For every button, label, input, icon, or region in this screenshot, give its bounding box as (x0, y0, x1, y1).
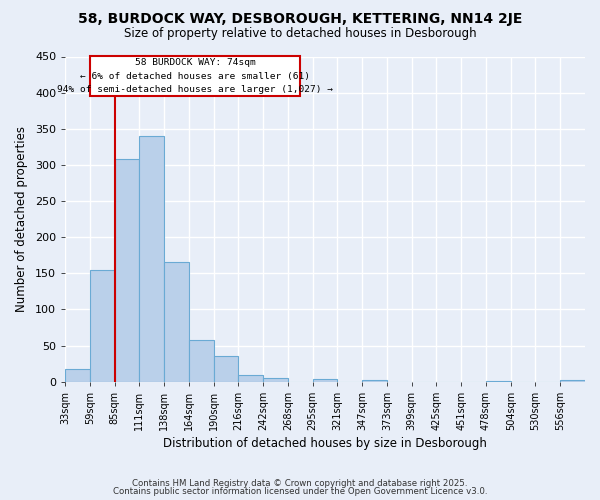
Bar (362, 380, 387, 382)
Bar (238, 375, 263, 382)
Text: Contains HM Land Registry data © Crown copyright and database right 2025.: Contains HM Land Registry data © Crown c… (132, 478, 468, 488)
Bar (313, 380, 337, 382)
Bar (560, 380, 585, 382)
Bar (90, 270, 115, 382)
Bar (189, 340, 214, 382)
Bar (164, 262, 189, 382)
Text: Size of property relative to detached houses in Desborough: Size of property relative to detached ho… (124, 28, 476, 40)
Bar (263, 378, 288, 382)
Bar (90, 56, 300, 96)
Bar (486, 381, 511, 382)
Bar (115, 159, 139, 382)
Text: 58 BURDOCK WAY: 74sqm
← 6% of detached houses are smaller (61)
94% of semi-detac: 58 BURDOCK WAY: 74sqm ← 6% of detached h… (57, 58, 333, 94)
X-axis label: Distribution of detached houses by size in Desborough: Distribution of detached houses by size … (163, 437, 487, 450)
Bar (65, 370, 90, 382)
Y-axis label: Number of detached properties: Number of detached properties (15, 126, 28, 312)
Text: Contains public sector information licensed under the Open Government Licence v3: Contains public sector information licen… (113, 487, 487, 496)
Text: 58, BURDOCK WAY, DESBOROUGH, KETTERING, NN14 2JE: 58, BURDOCK WAY, DESBOROUGH, KETTERING, … (78, 12, 522, 26)
Bar (214, 356, 238, 382)
Bar (139, 136, 164, 382)
